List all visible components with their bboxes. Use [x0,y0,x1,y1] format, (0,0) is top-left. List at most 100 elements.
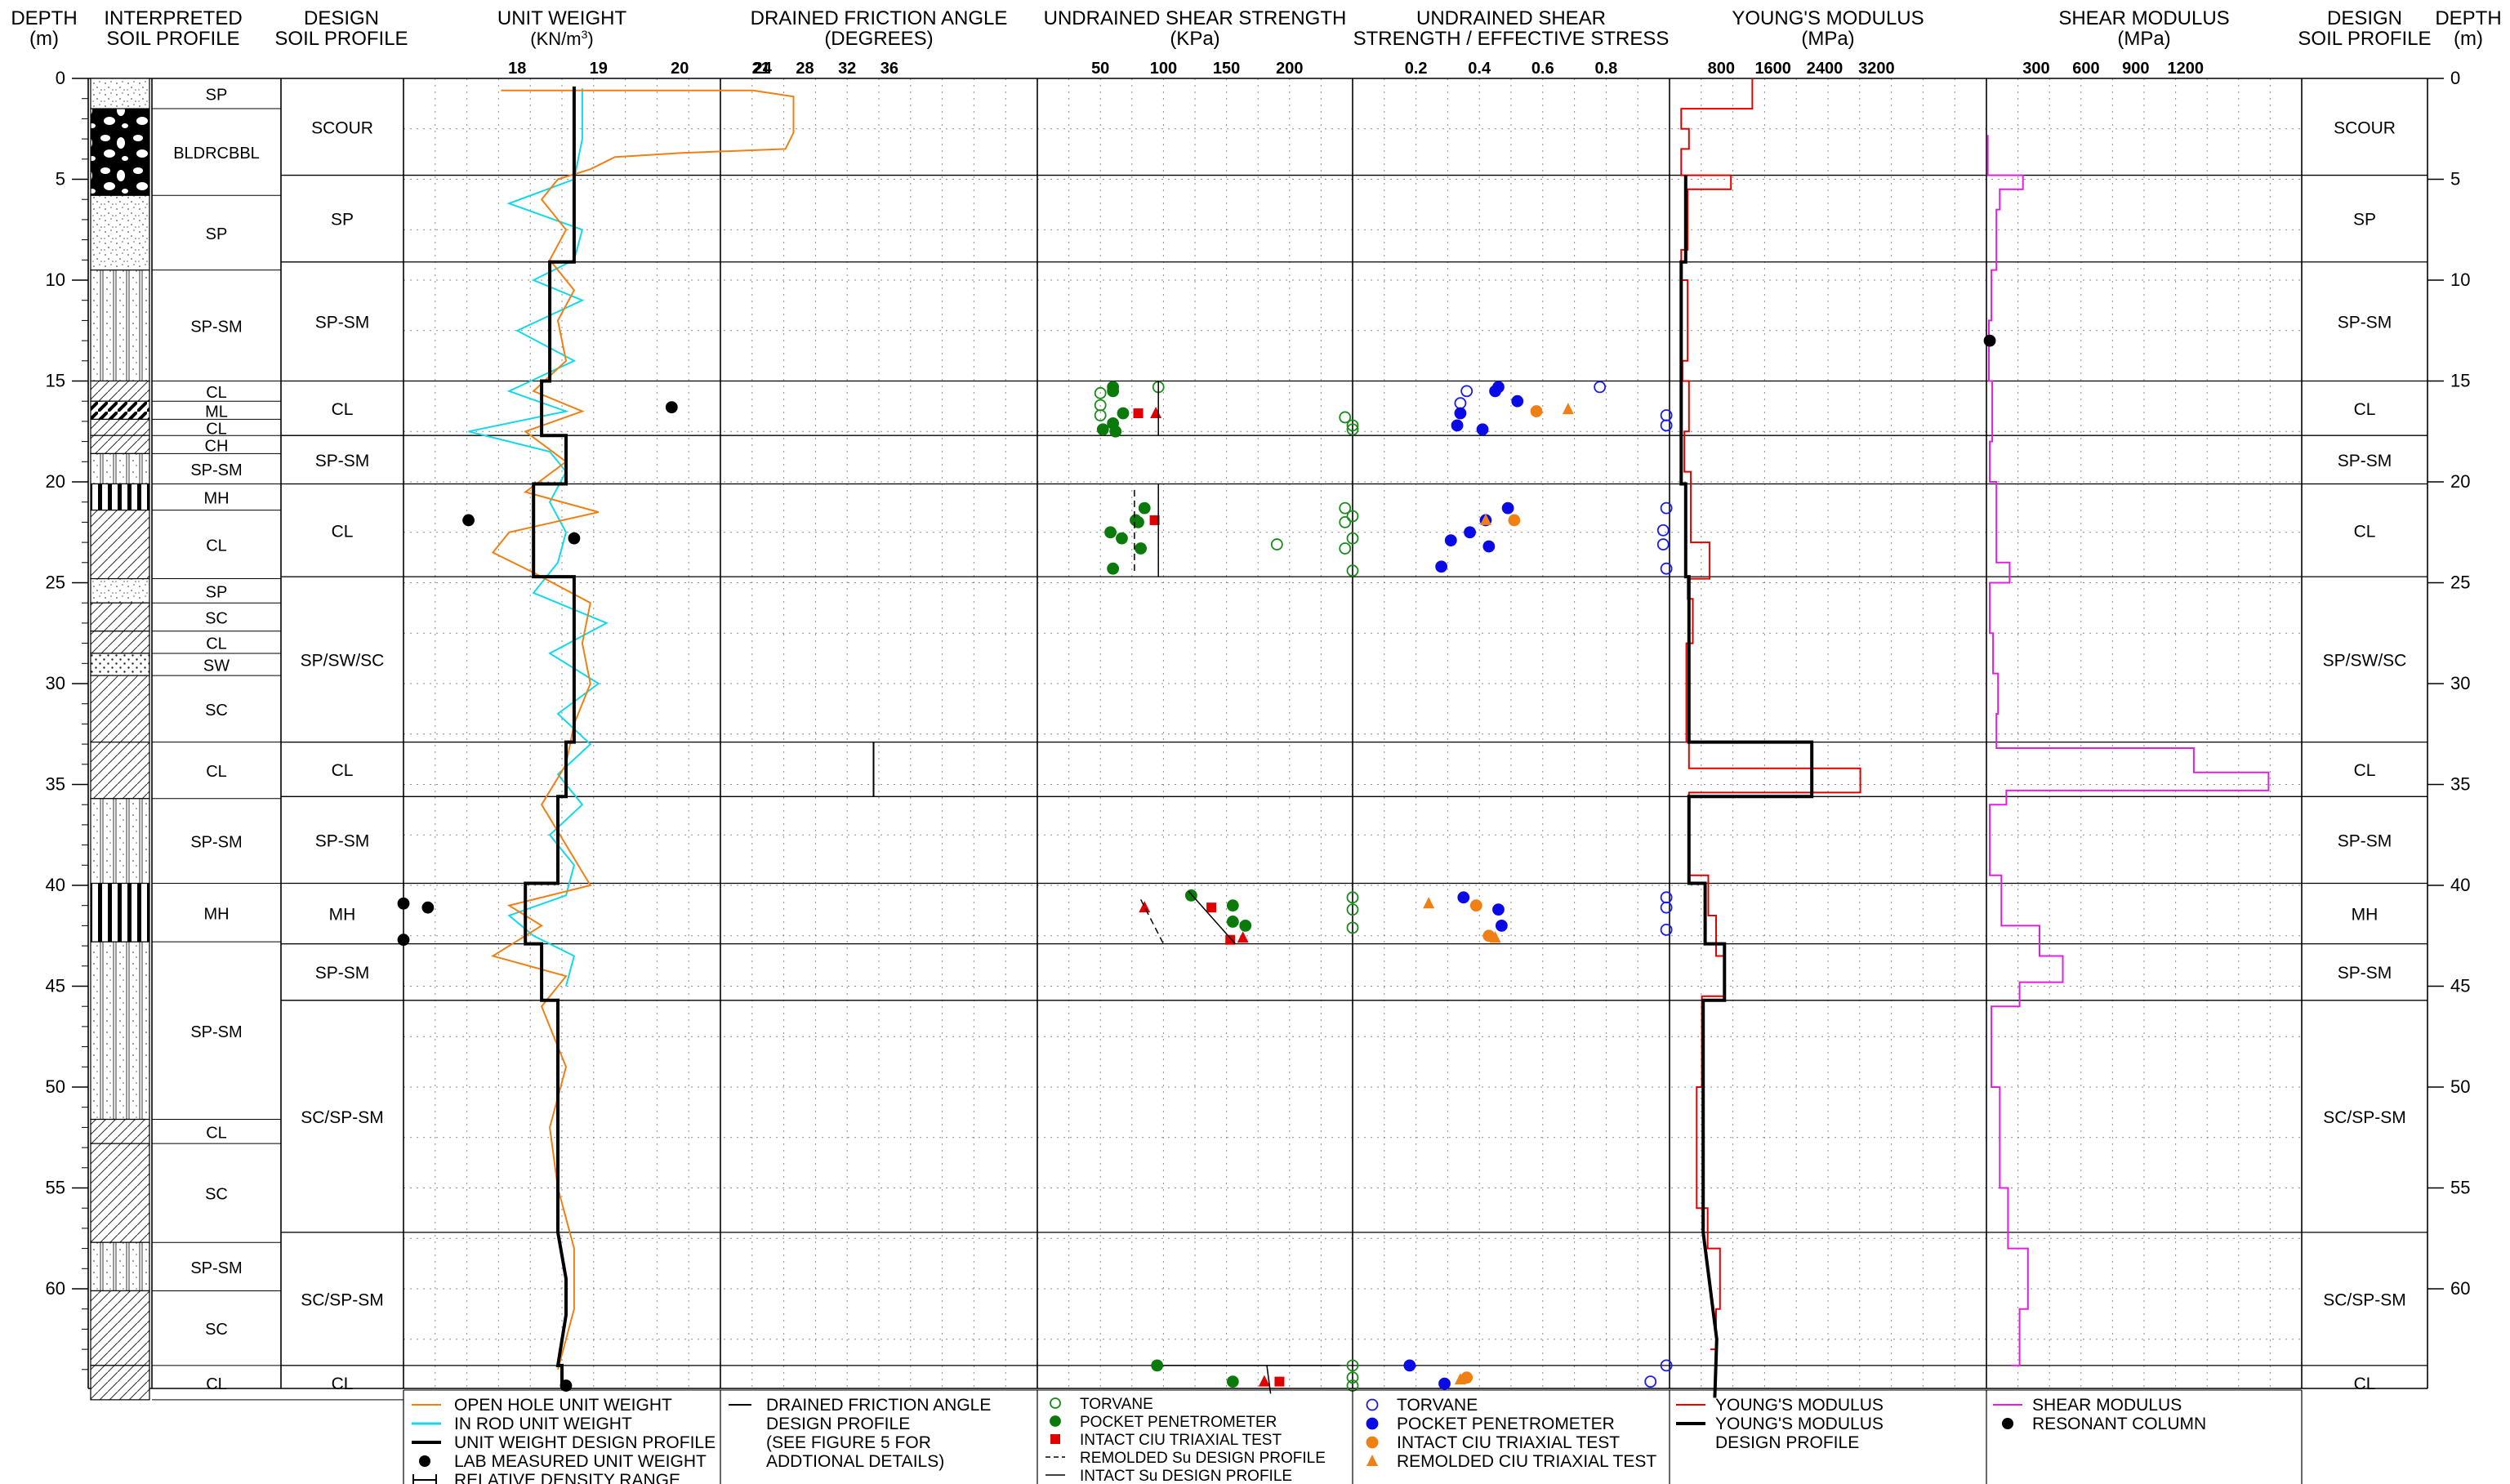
header-design_right-subtitle: SOIL PROFILE [2298,28,2431,50]
interp-layer-label: CL [206,763,227,781]
interp-layer-label: SP-SM [190,1259,242,1277]
design-layer-label: SP-SM [315,964,370,983]
soil-hatch-ch [90,435,150,455]
header-su-title: UNDRAINED SHEAR STRENGTH [1044,7,1347,29]
design-layer-label: CL [332,1375,354,1393]
shear-modulus-line [1986,135,2270,1366]
depth-label-right: 40 [2450,875,2470,895]
interp-layer-label: MH [203,905,229,923]
header-E-title: YOUNG'S MODULUS [1732,7,1924,29]
ratio-torvane-point [1660,1359,1673,1372]
su-torvane-point [1346,1359,1359,1372]
design-layer-label-right: SP-SM [2338,831,2392,850]
su-torvane-point [1346,510,1359,523]
su-pocket-penetrometer-point [1135,542,1148,555]
su-torvane-point [1346,921,1359,934]
interp-layer-label: SC [205,1186,228,1204]
youngs-modulus-design-profile [1679,175,1814,1398]
ratio-pocket-penetrometer-point [1511,394,1524,408]
su-torvane-point [1339,516,1352,528]
soil-hatch-mh [90,483,150,511]
ratio-pocket-penetrometer-point [1482,540,1496,553]
header-depth_left-subtitle: (m) [29,28,59,50]
legend-uw-label: RELATIVE DENSITY RANGE [454,1471,680,1484]
ratio-pocket-penetrometer-point [1464,526,1476,539]
ratio-pocket-penetrometer-point [1489,385,1501,398]
soil-hatch-sp [90,194,150,271]
legend-uw-label: LAB MEASURED UNIT WEIGHT [454,1452,707,1471]
interp-layer-label: SP [206,583,228,601]
su-torvane-point [1346,532,1359,545]
tick-su: 100 [1150,60,1177,78]
depth-label-right: 50 [2450,1076,2470,1097]
interp-layer-label: SC [205,1321,228,1339]
tick-phi: 32 [838,60,856,78]
header-E-subtitle: (MPa) [1801,28,1854,50]
tick-phi: 24 [754,60,773,78]
depth-label-right: 5 [2450,169,2460,189]
tick-ratio: 0.8 [1594,60,1617,78]
design-layer-label-right: SP-SM [2338,452,2392,470]
soil-hatch-bldrcbbl [90,108,150,196]
soil-hatch-cl [90,631,150,654]
legend-ratio-marker [1366,1455,1378,1466]
su-pocket-penetrometer-point [1226,1375,1239,1388]
ratio-torvane-point [1660,419,1673,432]
interp-layer-label: CL [206,635,227,653]
depth-label-left: 55 [46,1178,65,1198]
resonant-column-point [1983,334,1996,347]
ratio-pocket-penetrometer-point [1501,501,1514,515]
su-intact-ciu-point [1149,515,1160,525]
design-layer-label-right: MH [2352,906,2378,925]
design-layer-label: CL [332,400,354,419]
legend-uw-dot [419,1455,430,1467]
header-phi-subtitle: (DEGREES) [824,28,933,50]
ratio-torvane-point [1644,1375,1657,1388]
ratio-intact-ciu-point [1469,899,1482,912]
interp-layer-label: SW [203,657,230,675]
depth-label-right: 15 [2450,371,2470,391]
design-layer-label: SP-SM [315,314,370,332]
lab-unit-weight-point [462,514,475,527]
design-layer-label: SC/SP-SM [301,1108,384,1127]
legend-ratio-marker [1366,1436,1379,1449]
unit-weight-design-profile [524,86,576,1386]
interp-layer-label: SP-SM [190,834,242,852]
unit-superscript: 3 [582,28,588,41]
header-depth_left-title: DEPTH [11,7,77,29]
legend-ratio-label: TORVANE [1397,1396,1478,1415]
legend-ratio-label: REMOLDED CIU TRIAXIAL TEST [1397,1452,1656,1471]
soil-hatch-mh [90,882,150,943]
legend-su-label: TORVANE [1080,1396,1153,1413]
su-pocket-penetrometer-point [1116,532,1128,545]
ratio-remolded-ciu-point [1423,897,1435,909]
soil-hatch-cl [90,418,150,436]
legend-uw-label: IN ROD UNIT WEIGHT [454,1415,632,1433]
tick-G: 1200 [2168,60,2205,78]
legend-E-label: YOUNG'S MODULUS [1715,1396,1884,1415]
legend-su-marker [1050,1397,1061,1409]
header-G-subtitle: (MPa) [2117,28,2170,50]
header-depth_right-title: DEPTH [2435,7,2501,29]
su-pocket-penetrometer-point [1151,1359,1164,1372]
interp-layer-label: SC [205,702,228,720]
depth-label-right: 30 [2450,673,2470,693]
depth-label-left: 25 [46,573,65,593]
lab-unit-weight-point [397,934,410,947]
ratio-pocket-penetrometer-point [1438,1377,1451,1390]
su-pocket-penetrometer-point [1104,526,1117,539]
ratio-torvane-point [1454,397,1467,410]
depth-label-right: 25 [2450,573,2470,593]
ratio-remolded-ciu-point [1454,1373,1466,1385]
su-pocket-penetrometer-point [1107,385,1120,398]
depth-label-right: 0 [2450,68,2460,88]
depth-label-left: 10 [46,270,65,290]
soil-hatch-sc [90,675,150,743]
depth-label-right: 60 [2450,1278,2470,1299]
legend-uw-label: UNIT WEIGHT DESIGN PROFILE [454,1433,716,1452]
ratio-pocket-penetrometer-point [1435,560,1448,573]
header-su-subtitle: (KPa) [1170,28,1219,50]
depth-label-left: 35 [46,774,65,795]
depth-label-right: 20 [2450,471,2470,492]
